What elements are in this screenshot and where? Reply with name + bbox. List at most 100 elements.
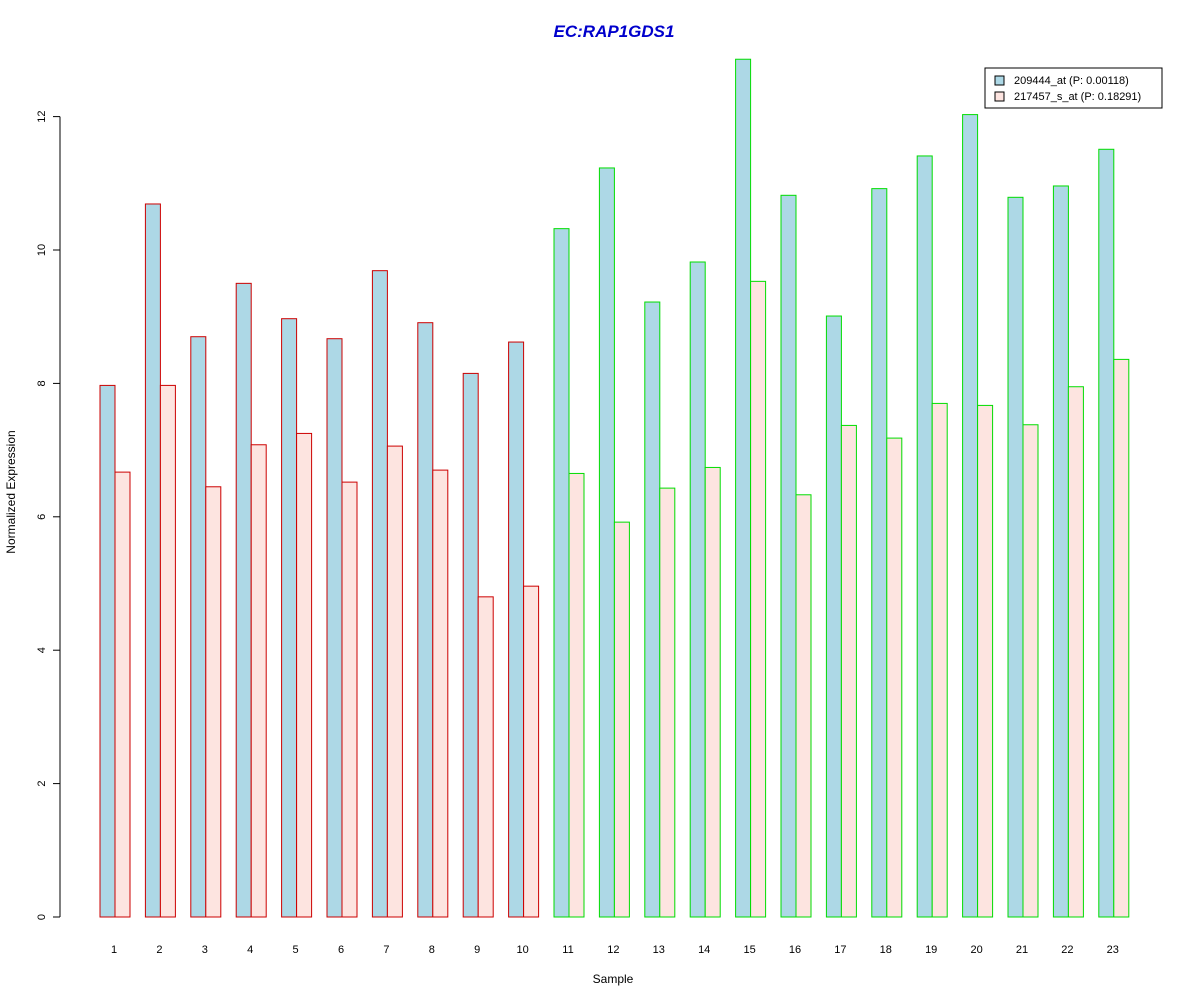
y-tick-label: 2 (36, 781, 48, 787)
y-tick-label: 10 (36, 244, 48, 256)
bar-group-23 (1098, 148, 1130, 918)
bar-group-17 (825, 315, 857, 918)
x-tick-label: 8 (429, 944, 435, 956)
bar-groups (99, 58, 1130, 918)
bar-group-22 (1052, 185, 1084, 918)
bar-217457-s-at-2 (159, 384, 176, 918)
bar-217457-s-at-21 (1022, 424, 1039, 918)
bar-217457-s-at-1 (114, 471, 131, 918)
bar-217457-s-at-7 (386, 445, 403, 918)
bar-209444-at-23 (1098, 148, 1115, 918)
bar-group-13 (644, 301, 676, 918)
bar-217457-s-at-6 (341, 481, 358, 918)
bar-209444-at-12 (598, 167, 615, 918)
y-axis-label: Normalized Expression (4, 430, 18, 553)
bar-group-21 (1007, 196, 1039, 918)
bar-group-8 (417, 322, 449, 918)
y-tick-label: 12 (36, 110, 48, 122)
bar-209444-at-22 (1052, 185, 1069, 918)
bar-209444-at-2 (144, 203, 161, 918)
legend-entry-label: 209444_at (P: 0.00118) (1014, 75, 1129, 87)
bar-group-2 (144, 203, 176, 918)
x-tick-label: 10 (516, 944, 528, 956)
bar-217457-s-at-9 (477, 596, 494, 918)
bar-217457-s-at-5 (296, 432, 313, 918)
bar-209444-at-7 (371, 270, 388, 918)
bar-group-11 (553, 228, 585, 918)
bar-209444-at-11 (553, 228, 570, 918)
x-tick-label: 12 (607, 944, 619, 956)
bar-217457-s-at-12 (613, 521, 630, 918)
bar-217457-s-at-16 (795, 494, 812, 918)
bar-group-4 (235, 282, 267, 918)
x-tick-label: 17 (834, 944, 846, 956)
y-tick-label: 8 (36, 380, 48, 386)
x-tick-label: 9 (474, 944, 480, 956)
bar-217457-s-at-23 (1113, 358, 1130, 918)
bar-217457-s-at-17 (840, 424, 857, 918)
legend-swatch (994, 75, 1005, 86)
bar-209444-at-6 (326, 338, 343, 918)
bar-group-19 (916, 155, 948, 918)
x-axis-label: Sample (593, 972, 634, 986)
x-tick-labels: 1 2 3 4 5 6 7 8 9 10 11 12 13 14 15 16 17 18 19 20 21 22 23 (111, 944, 1119, 956)
x-tick-label: 4 (247, 944, 253, 956)
y-tick-label: 6 (36, 514, 48, 520)
x-tick-label: 13 (653, 944, 665, 956)
legend: 209444_at (P: 0.00118) 217457_s_at (P: 0.… (984, 67, 1163, 109)
bar-209444-at-5 (281, 318, 298, 918)
bar-209444-at-8 (417, 322, 434, 918)
y-axis: 0 2 4 6 8 10 12 (36, 110, 61, 920)
legend-swatch (994, 91, 1005, 102)
x-tick-label: 22 (1061, 944, 1073, 956)
bar-209444-at-3 (190, 336, 207, 918)
bar-group-6 (326, 338, 358, 918)
bar-217457-s-at-8 (432, 469, 449, 918)
x-tick-label: 3 (202, 944, 208, 956)
bar-group-9 (462, 372, 494, 918)
bar-209444-at-19 (916, 155, 933, 918)
bar-209444-at-18 (871, 188, 888, 918)
bar-217457-s-at-3 (205, 486, 222, 918)
bar-209444-at-1 (99, 384, 116, 918)
bar-217457-s-at-4 (250, 444, 267, 918)
bar-217457-s-at-13 (659, 487, 676, 918)
x-tick-label: 20 (970, 944, 982, 956)
bar-group-12 (598, 167, 630, 918)
bar-group-14 (689, 261, 721, 918)
bar-group-15 (735, 58, 767, 918)
x-tick-label: 2 (156, 944, 162, 956)
bar-209444-at-15 (735, 58, 752, 918)
bar-209444-at-20 (962, 114, 979, 918)
y-tick-label: 4 (36, 647, 48, 653)
bar-209444-at-9 (462, 372, 479, 918)
bar-217457-s-at-15 (750, 280, 767, 918)
legend-entry-label: 217457_s_at (P: 0.18291) (1014, 91, 1141, 103)
bar-209444-at-14 (689, 261, 706, 918)
x-tick-label: 15 (743, 944, 755, 956)
bar-217457-s-at-22 (1067, 386, 1084, 918)
bar-209444-at-16 (780, 194, 797, 918)
bar-group-10 (508, 341, 540, 918)
bar-217457-s-at-10 (523, 585, 540, 918)
bar-group-16 (780, 194, 812, 918)
bar-217457-s-at-11 (568, 472, 585, 918)
bar-group-5 (281, 318, 313, 918)
legend-box (984, 67, 1163, 109)
bar-209444-at-4 (235, 282, 252, 918)
x-tick-label: 7 (383, 944, 389, 956)
bar-217457-s-at-18 (886, 437, 903, 918)
x-tick-label: 14 (698, 944, 710, 956)
bar-group-18 (871, 188, 903, 918)
bar-209444-at-21 (1007, 196, 1024, 918)
bar-group-1 (99, 384, 131, 918)
x-tick-label: 18 (880, 944, 892, 956)
x-tick-label: 19 (925, 944, 937, 956)
bar-217457-s-at-19 (931, 402, 948, 918)
bar-group-3 (190, 336, 222, 918)
x-tick-label: 23 (1107, 944, 1119, 956)
x-tick-label: 6 (338, 944, 344, 956)
x-tick-label: 1 (111, 944, 117, 956)
bar-209444-at-10 (508, 341, 525, 918)
